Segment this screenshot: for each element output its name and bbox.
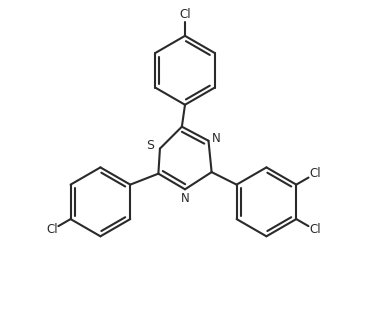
Text: N: N: [212, 132, 221, 145]
Text: Cl: Cl: [46, 223, 58, 236]
Text: Cl: Cl: [179, 8, 191, 21]
Text: S: S: [147, 139, 155, 152]
Text: Cl: Cl: [309, 223, 321, 236]
Text: Cl: Cl: [309, 167, 321, 180]
Text: N: N: [181, 191, 189, 204]
